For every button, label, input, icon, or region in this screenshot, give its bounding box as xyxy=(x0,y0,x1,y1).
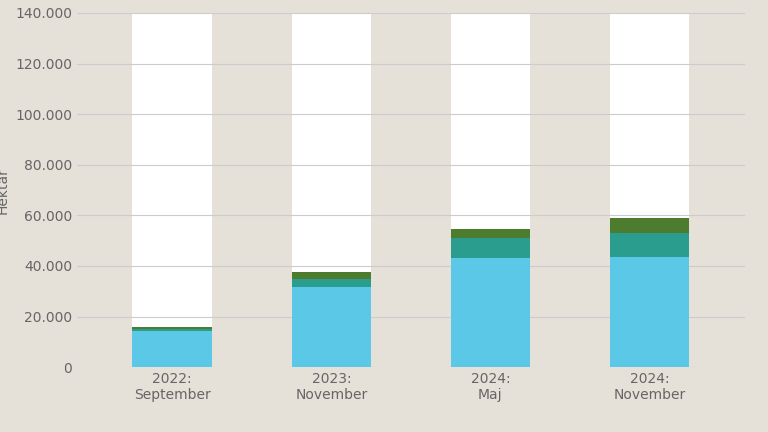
Bar xyxy=(451,258,530,367)
Bar xyxy=(133,330,212,367)
Bar xyxy=(292,288,371,367)
Y-axis label: Hektar: Hektar xyxy=(0,167,9,213)
Bar xyxy=(610,233,690,257)
Bar xyxy=(133,329,212,330)
Bar xyxy=(451,13,530,367)
Bar xyxy=(610,257,690,367)
Bar xyxy=(451,238,530,258)
Bar xyxy=(292,13,371,367)
Bar xyxy=(133,327,212,329)
Bar xyxy=(451,229,530,238)
Bar xyxy=(610,218,690,233)
Bar xyxy=(610,13,690,367)
Bar xyxy=(133,13,212,367)
Bar xyxy=(292,279,371,288)
Bar xyxy=(292,272,371,279)
